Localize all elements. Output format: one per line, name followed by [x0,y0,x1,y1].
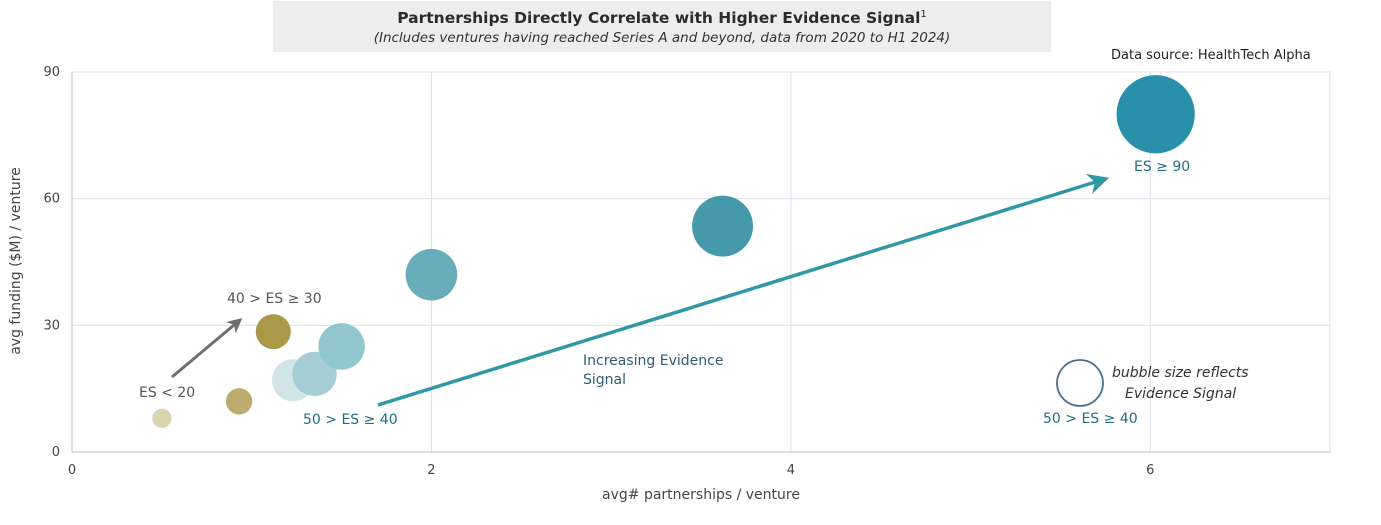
legend-text-line2: Evidence Signal [1125,386,1236,402]
legend-example-label: 50 > ES ≥ 40 [1043,411,1138,427]
x-tick-label: 0 [68,463,76,478]
y-tick-label: 60 [43,192,60,207]
bubble [255,314,291,350]
legend-text-line1: bubble size reflects [1112,365,1249,381]
x-tick-label: 4 [787,463,795,478]
bubble [318,323,365,370]
trend-label-line1: Increasing Evidence [583,353,723,369]
title-footnote: 1 [920,9,927,20]
bubbles [152,75,1195,428]
bubble [225,388,253,415]
trend-arrow [377,173,1110,407]
bubble [692,195,754,257]
title-box: Partnerships Directly Correlate with Hig… [273,1,1051,52]
bubble [405,248,458,301]
bubble [152,408,172,428]
y-tick-label: 30 [43,318,60,333]
x-axis-label: avg# partnerships / venture [602,487,800,503]
chart-title: Partnerships Directly Correlate with Hig… [397,9,927,28]
y-tick-label: 90 [43,65,60,80]
x-tick-label: 6 [1146,463,1154,478]
trend-label-line2: Signal [583,372,626,388]
bubble [1116,75,1195,154]
chart-subtitle: (Includes ventures having reached Series… [373,30,951,47]
legend-bubble [1056,359,1104,407]
label-es-40-50: 50 > ES ≥ 40 [303,412,398,428]
annotations: ES < 20 40 > ES ≥ 30 50 > ES ≥ 40 ES ≥ 9… [139,159,1249,428]
label-es-low: ES < 20 [139,385,195,401]
label-es-30-40: 40 > ES ≥ 30 [227,291,322,307]
y-axis-label: avg funding ($M) / venture [8,167,24,355]
data-source: Data source: HealthTech Alpha [1111,48,1311,63]
label-es-90: ES ≥ 90 [1134,159,1190,175]
small-arrow [171,318,243,379]
y-tick-label: 0 [52,445,60,460]
x-tick-label: 2 [427,463,435,478]
